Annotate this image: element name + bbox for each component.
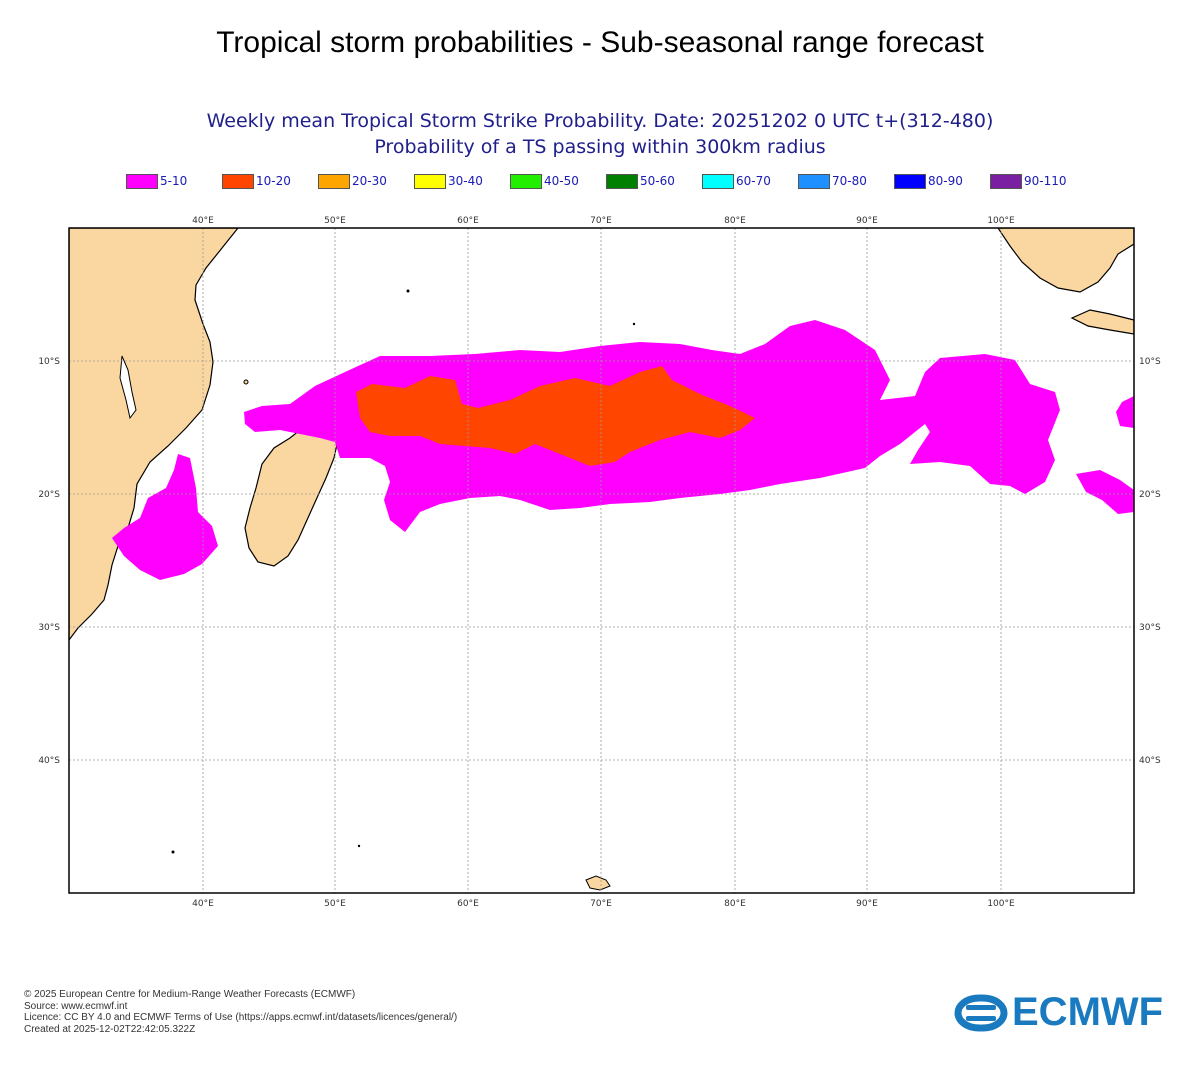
legend-label: 30-40 [448,174,483,188]
ecmwf-logo-text: ECMWF [1012,990,1164,1034]
lon-tick-label-bottom: 60°E [457,899,479,909]
lon-tick-label-bottom: 80°E [724,899,746,909]
legend-label: 10-20 [256,174,291,188]
prob-region-5-10-edge [1116,396,1134,428]
legend-swatch [990,174,1022,189]
probability-legend: 5-10 10-20 20-30 30-40 40-50 50-60 60-70… [126,173,1086,191]
legend-swatch [318,174,350,189]
lat-tick-label-right: 10°S [1139,357,1161,367]
map-subtitle-radius: Probability of a TS passing within 300km… [374,136,826,158]
footer-source: Source: www.ecmwf.int [24,1000,128,1012]
legend-swatch [126,174,158,189]
land-sumatra [997,228,1134,293]
legend-label: 5-10 [160,174,188,188]
lat-tick-label-right: 20°S [1139,490,1161,500]
legend-swatch [510,174,542,189]
map-frame [68,227,1135,894]
lake-malawi [119,355,137,420]
ecmwf-logo-icon [954,994,1008,1032]
island-comoros [243,379,249,385]
lon-tick-label: 70°E [590,216,612,226]
lon-tick-label: 100°E [987,216,1015,226]
lon-tick-label: 60°E [457,216,479,226]
legend-label: 70-80 [832,174,867,188]
lon-tick-label-bottom: 40°E [192,899,214,909]
legend-swatch [702,174,734,189]
land-africa [69,228,239,641]
legend-label: 90-110 [1024,174,1067,188]
lon-tick-label: 40°E [192,216,214,226]
lon-tick-label-bottom: 90°E [856,899,878,909]
island-chagos [632,322,636,326]
land-madagascar [244,394,339,567]
prob-region-5-10-mozambique [112,454,218,580]
lon-tick-label: 80°E [724,216,746,226]
lat-tick-label: 30°S [38,623,60,633]
island-kerguelen [585,875,611,891]
lat-tick-label: 20°S [38,490,60,500]
legend-swatch [894,174,926,189]
legend-swatch [798,174,830,189]
legend-swatch [606,174,638,189]
lon-tick-label: 90°E [856,216,878,226]
island-crozet [357,844,361,848]
legend-swatch [222,174,254,189]
copyright-footer: © 2025 European Centre for Medium-Range … [24,989,457,1035]
lat-tick-label-right: 40°S [1139,756,1161,766]
lat-tick-label: 40°S [38,756,60,766]
prob-region-10-20 [356,366,755,466]
land-java [1070,309,1134,335]
footer-created: Created at 2025-12-02T22:42:05.322Z [24,1023,196,1035]
footer-licence: Licence: CC BY 4.0 and ECMWF Terms of Us… [24,1012,458,1023]
prob-region-5-10-east [1076,470,1134,514]
map-grid [69,228,1134,893]
lon-tick-label-bottom: 70°E [590,899,612,909]
legend-label: 80-90 [928,174,963,188]
lon-tick-label-bottom: 100°E [987,899,1015,909]
page-title: Tropical storm probabilities - Sub-seaso… [216,26,984,59]
legend-label: 20-30 [352,174,387,188]
ecmwf-logo: ECMWF [952,990,1182,1036]
island-marion [171,850,175,854]
lat-tick-label-right: 30°S [1139,623,1161,633]
map-subtitle: Weekly mean Tropical Storm Strike Probab… [206,110,994,132]
lat-tick-label: 10°S [38,357,60,367]
legend-swatch [414,174,446,189]
lon-tick-label-bottom: 50°E [324,899,346,909]
legend-label: 50-60 [640,174,675,188]
legend-label: 40-50 [544,174,579,188]
island-seychelles [406,289,410,293]
lon-tick-label: 50°E [324,216,346,226]
legend-label: 60-70 [736,174,771,188]
map-ocean [69,228,1134,893]
footer-copyright: © 2025 European Centre for Medium-Range … [24,989,356,1000]
